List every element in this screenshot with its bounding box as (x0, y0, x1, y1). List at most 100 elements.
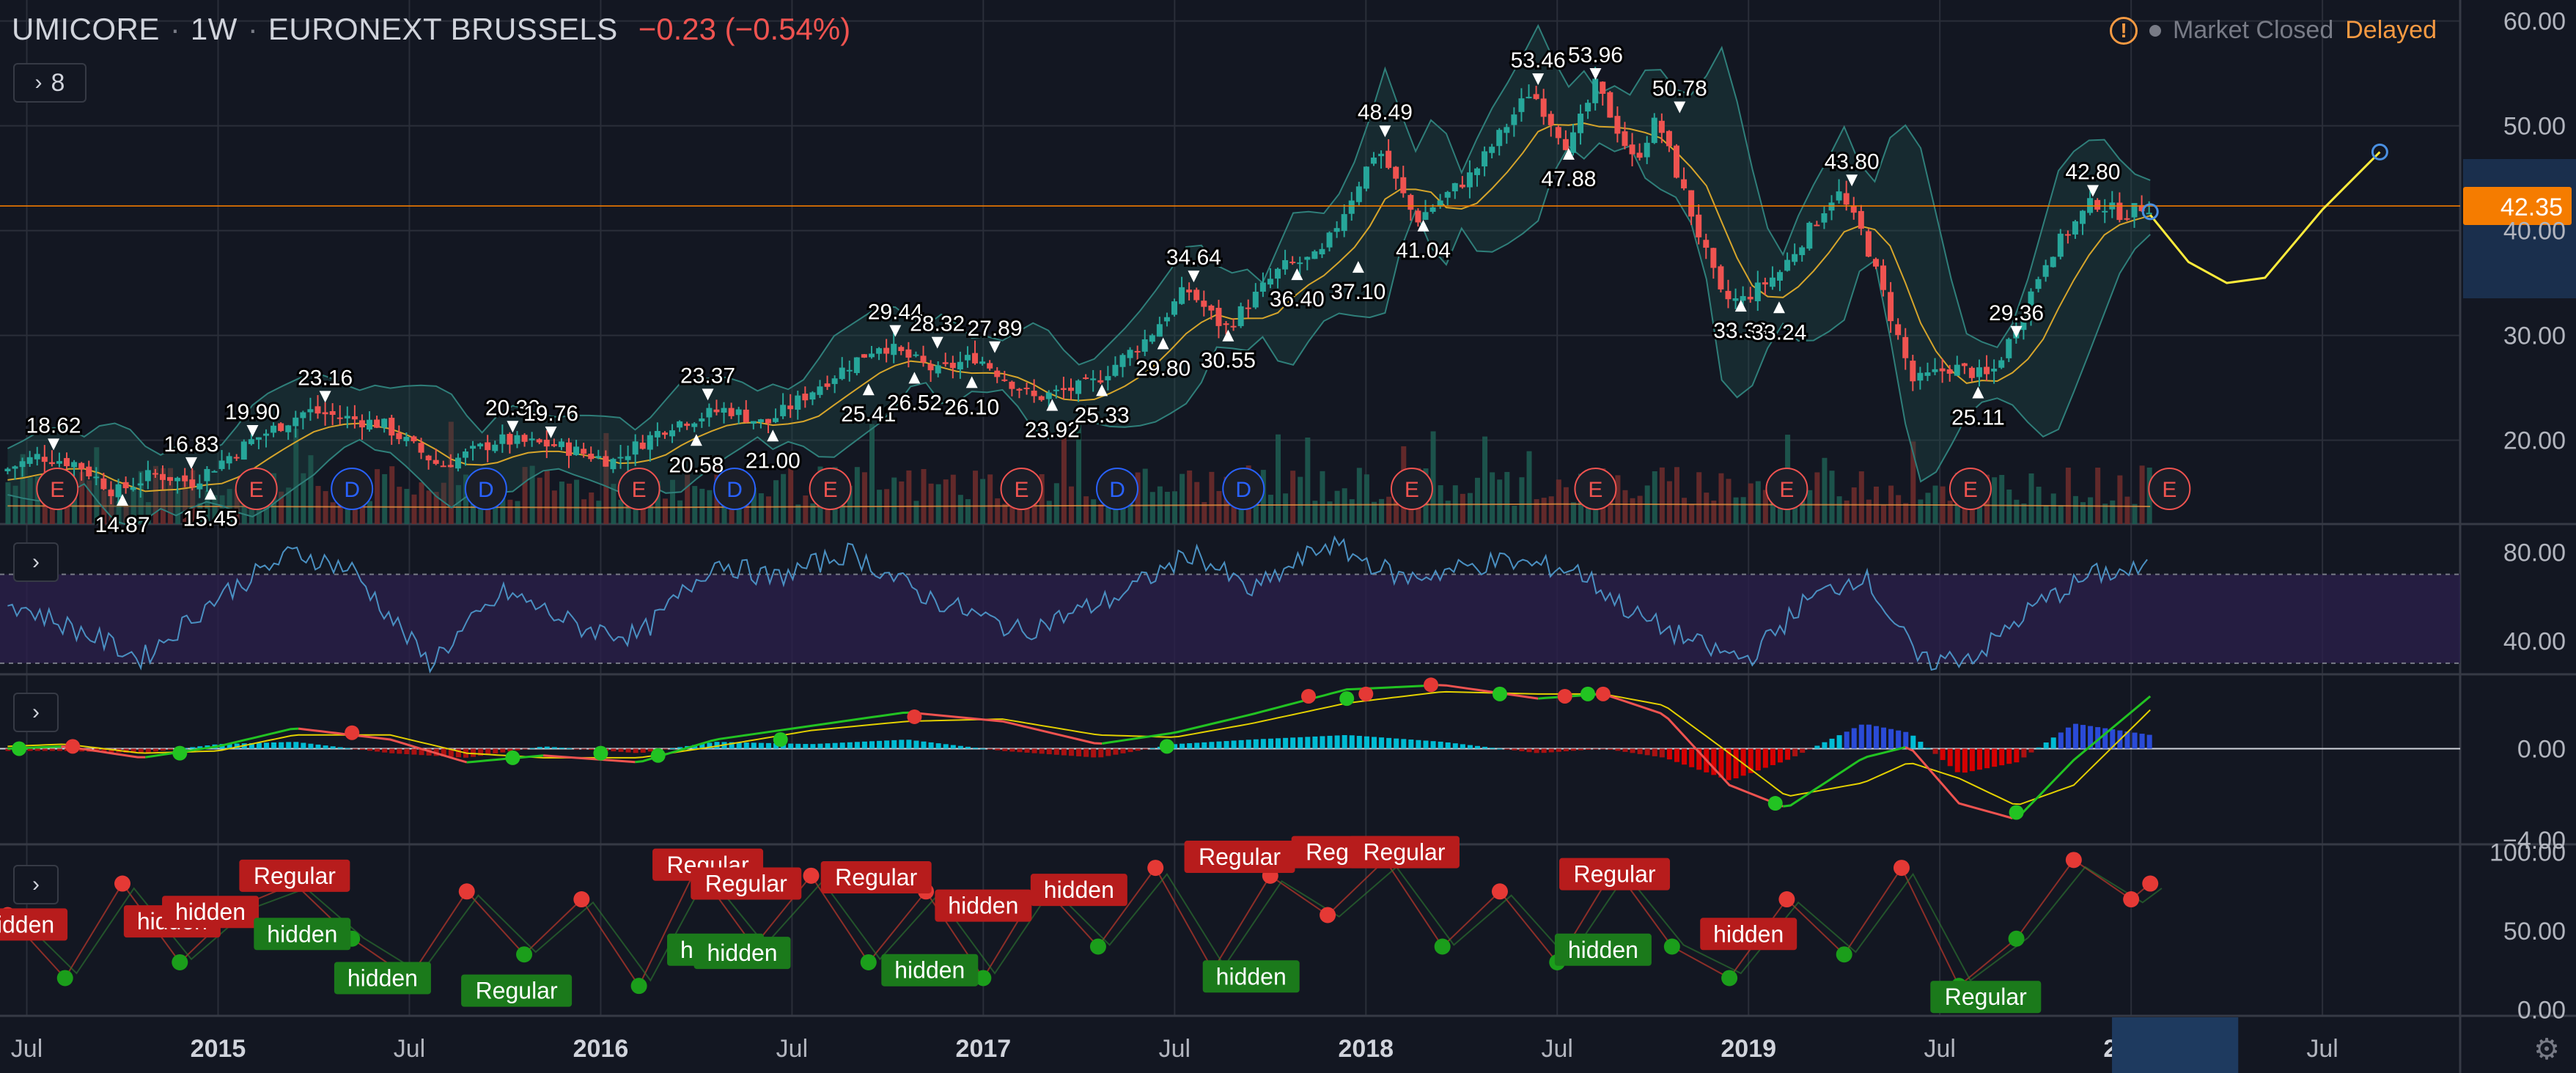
candle-body[interactable] (34, 454, 40, 460)
candle-body[interactable] (1370, 157, 1377, 164)
candle-body[interactable] (1304, 257, 1311, 260)
earnings-event-marker[interactable] (1000, 468, 1043, 510)
candle-body[interactable] (595, 456, 602, 458)
candle-body[interactable] (2035, 279, 2042, 290)
candle-body[interactable] (876, 348, 883, 354)
candle-body[interactable] (1769, 277, 1775, 287)
candle-body[interactable] (1474, 168, 1481, 175)
candle-body[interactable] (329, 410, 336, 416)
candle-body[interactable] (1267, 279, 1273, 285)
candle-body[interactable] (1031, 391, 1037, 397)
candle-body[interactable] (677, 421, 683, 428)
divergence-label-box[interactable] (461, 974, 573, 1007)
candle-body[interactable] (1762, 282, 1768, 285)
candle-body[interactable] (529, 438, 535, 440)
dividend-event-marker[interactable] (713, 468, 757, 510)
candle-body[interactable] (167, 476, 174, 482)
candle-body[interactable] (979, 361, 986, 364)
candle-body[interactable] (248, 439, 254, 444)
candle-body[interactable] (1496, 130, 1503, 147)
candle-body[interactable] (1090, 378, 1097, 380)
candle-body[interactable] (647, 435, 653, 450)
candle-body[interactable] (1954, 364, 1960, 376)
candle-body[interactable] (1777, 272, 1784, 281)
candle-body[interactable] (839, 367, 845, 380)
candle-body[interactable] (263, 433, 270, 436)
divergence-label-box[interactable] (1030, 874, 1127, 907)
candle-body[interactable] (1533, 94, 1539, 100)
candle-body[interactable] (721, 408, 727, 413)
candle-body[interactable] (927, 364, 934, 371)
candle-body[interactable] (1171, 301, 1178, 315)
candle-body[interactable] (817, 386, 823, 395)
candle-body[interactable] (1060, 388, 1067, 391)
candle-body[interactable] (1105, 376, 1111, 380)
candle-body[interactable] (2028, 291, 2034, 319)
candle-body[interactable] (1932, 369, 1938, 372)
candle-body[interactable] (1747, 296, 1753, 300)
candle-body[interactable] (1607, 92, 1613, 118)
candle-body[interactable] (1836, 191, 1842, 201)
candle-body[interactable] (1880, 265, 1887, 290)
candle-body[interactable] (2050, 257, 2056, 268)
candle-body[interactable] (100, 478, 107, 490)
candle-body[interactable] (462, 451, 468, 458)
candle-body[interactable] (381, 418, 388, 428)
divergence-label-box[interactable] (1559, 858, 1671, 891)
candle-body[interactable] (1696, 214, 1702, 237)
candle-body[interactable] (300, 412, 306, 418)
candle-body[interactable] (71, 462, 78, 468)
candle-body[interactable] (130, 487, 136, 490)
candle-body[interactable] (1482, 151, 1488, 167)
candle-body[interactable] (543, 439, 550, 447)
divergence-label-box[interactable] (1184, 841, 1295, 874)
candle-body[interactable] (1230, 325, 1237, 328)
candle-body[interactable] (2042, 265, 2049, 277)
candle-body[interactable] (396, 432, 402, 440)
candle-body[interactable] (440, 465, 446, 468)
candle-body[interactable] (1740, 295, 1746, 301)
candle-body[interactable] (861, 354, 867, 358)
candle-body[interactable] (1592, 78, 1599, 103)
candle-body[interactable] (1998, 360, 2005, 368)
earnings-event-marker[interactable] (2148, 468, 2191, 510)
candle-body[interactable] (1053, 389, 1059, 391)
candle-body[interactable] (987, 363, 993, 369)
candle-body[interactable] (949, 362, 956, 369)
candle-body[interactable] (780, 405, 787, 416)
candle-body[interactable] (1259, 282, 1266, 292)
candle-body[interactable] (1237, 306, 1244, 326)
candle-body[interactable] (358, 420, 365, 428)
candle-body[interactable] (1910, 361, 1916, 382)
candle-body[interactable] (566, 442, 573, 456)
candle-body[interactable] (2080, 210, 2086, 224)
candle-body[interactable] (174, 477, 181, 482)
candle-body[interactable] (1009, 381, 1015, 389)
candle-body[interactable] (1917, 372, 1924, 381)
candle-body[interactable] (1016, 388, 1023, 391)
candle-body[interactable] (351, 416, 358, 420)
candle-body[interactable] (905, 349, 912, 358)
candle-body[interactable] (2131, 203, 2138, 218)
candle-body[interactable] (1858, 210, 1864, 229)
candle-body[interactable] (2138, 204, 2145, 212)
dividend-event-marker[interactable] (331, 468, 374, 510)
candle-body[interactable] (603, 456, 609, 467)
candle-body[interactable] (1504, 127, 1510, 133)
candle-body[interactable] (824, 383, 831, 387)
candle-body[interactable] (1193, 290, 1200, 300)
candle-body[interactable] (1725, 290, 1732, 300)
candle-body[interactable] (2064, 234, 2071, 236)
divergence-label-box[interactable] (1554, 933, 1652, 966)
candle-body[interactable] (1075, 380, 1082, 394)
candle-body[interactable] (2116, 202, 2123, 221)
candle-body[interactable] (1311, 251, 1318, 259)
candle-body[interactable] (735, 409, 742, 416)
candle-body[interactable] (2146, 213, 2152, 215)
candle-body[interactable] (367, 419, 373, 430)
candle-body[interactable] (669, 430, 676, 437)
candle-body[interactable] (492, 444, 498, 451)
divergence-label-box[interactable] (1930, 981, 2042, 1014)
candle-body[interactable] (1385, 150, 1392, 169)
